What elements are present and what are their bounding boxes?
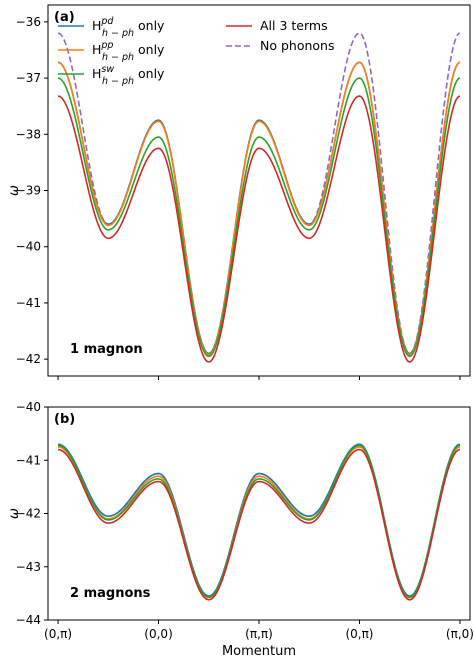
legend-item: All 3 terms	[226, 18, 328, 33]
panel-label: (b)	[54, 412, 75, 427]
panel-annotation: 2 magnons	[70, 586, 151, 601]
x-tick-label: (π,π)	[245, 627, 273, 641]
legend-label: No phonons	[260, 38, 334, 53]
series-line-h-h-ph-pp-only	[57, 61, 461, 356]
legend-item: Hpp h − phonly	[58, 40, 165, 63]
y-axis-title: ω	[7, 508, 22, 519]
y-tick-label: −36	[16, 15, 41, 29]
panel-annotation: 1 magnon	[70, 342, 143, 357]
y-axis-title: ω	[7, 185, 22, 196]
x-tick-label: (0,π)	[44, 627, 72, 641]
panel-b: −44 −43 −42 −41 −40 (0,π) (0,0) (π,π) (0,π) (π,0)…	[7, 400, 474, 659]
y-tick-label: −39	[16, 184, 41, 198]
legend-label: All 3 terms	[260, 18, 328, 33]
series-line-all-3-terms	[57, 95, 461, 363]
y-tick-label: −38	[16, 127, 41, 141]
y-tick-label: −42	[16, 507, 41, 521]
x-axis-title: Momentum	[222, 644, 296, 659]
legend-label: Hpp h − phonly	[92, 40, 165, 63]
y-tick-label: −40	[16, 400, 41, 414]
series-line-h-h-ph-sw-only	[57, 77, 461, 358]
legend-item: No phonons	[226, 38, 334, 53]
series-line-no-phonons	[57, 444, 461, 597]
series-line-all-3-terms	[57, 448, 461, 601]
series-line-h-h-ph-pd-only	[57, 61, 461, 355]
y-tick-label: −43	[16, 560, 41, 574]
legend-label: Hsw h − phonly	[92, 64, 165, 87]
legend-item: Hsw h − phonly	[58, 64, 165, 87]
series-line-h-h-ph-sw-only	[57, 444, 461, 598]
x-tick-label: (0,0)	[144, 627, 172, 641]
y-tick-label: −42	[16, 352, 41, 366]
panel-label: (a)	[54, 10, 75, 25]
x-tick-label: (π,0)	[446, 627, 474, 641]
series-line-h-h-ph-pd-only	[57, 443, 461, 597]
y-tick-label: −40	[16, 240, 41, 254]
legend-label: Hpd h − phonly	[92, 16, 165, 39]
series-line-h-h-ph-pp-only	[57, 446, 461, 599]
x-tick-label: (0,π)	[345, 627, 373, 641]
y-tick-label: −44	[16, 613, 41, 627]
panel-a: −42 −41 −40 −39 −38 −37 −36 ω (a) 1 magnon	[7, 4, 471, 380]
y-tick-label: −41	[16, 296, 41, 310]
legend-item: Hpd h − phonly	[58, 16, 165, 39]
y-tick-label: −41	[16, 453, 41, 467]
y-tick-label: −37	[16, 71, 41, 85]
